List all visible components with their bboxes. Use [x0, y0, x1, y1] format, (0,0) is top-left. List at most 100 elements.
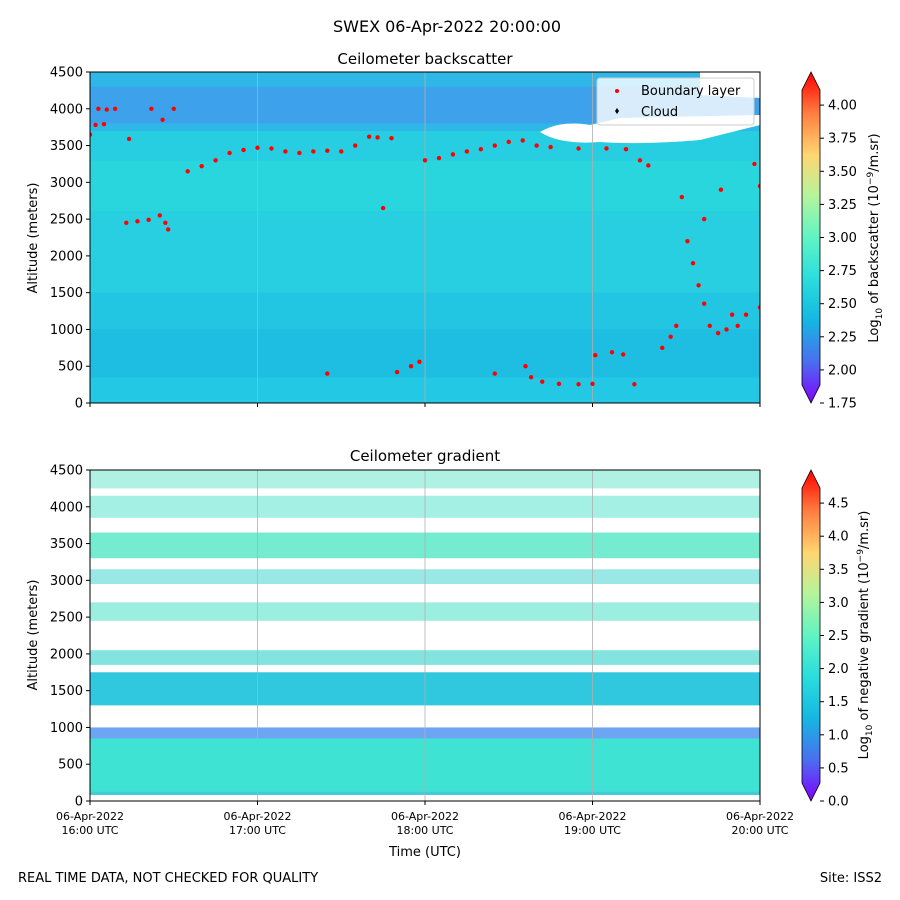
boundary-layer-point [389, 136, 394, 141]
colorbar-tick-label: 2.50 [828, 297, 857, 312]
x-tick-label: 06-Apr-2022 [558, 810, 626, 823]
boundary-layer-point [380, 205, 386, 211]
y-tick-label: 3500 [50, 139, 83, 154]
legend-label-boundary-layer: Boundary layer [641, 84, 741, 99]
gradient-panel: Ceilometer gradient 0 500 1000 1500 2000 2500… [26, 447, 875, 860]
backscatter-x-gridlines [257, 72, 593, 403]
quality-disclaimer: REAL TIME DATA, NOT CHECKED FOR QUALITY [18, 871, 318, 886]
y-tick-label: 2000 [50, 647, 83, 662]
boundary-layer-point [93, 122, 98, 128]
boundary-layer-point [752, 161, 757, 167]
boundary-layer-point [124, 220, 129, 225]
backscatter-colorbar-label: Log10 of backscatter (10−9/m.sr) [866, 133, 885, 342]
x-tick-label: 20:00 UTC [731, 824, 788, 837]
legend-box [596, 77, 755, 126]
boundary-layer-series [90, 106, 760, 387]
backscatter-title: Ceilometer backscatter [337, 50, 513, 68]
boundary-layer-point [556, 381, 562, 387]
boundary-layer-point [696, 283, 701, 288]
boundary-layer-point [185, 169, 190, 174]
boundary-layer-point [701, 216, 707, 222]
y-tick-label: 500 [58, 758, 83, 773]
y-tick-label: 4000 [50, 102, 83, 117]
colorbar-tick-label: 3.5 [828, 563, 849, 578]
boundary-layer-point [729, 312, 735, 317]
boundary-layer-point [112, 106, 118, 111]
y-tick-label: 1000 [50, 721, 83, 736]
y-tick-label: 4500 [50, 464, 83, 479]
backscatter-colorbar-ticks: 1.75 2.00 2.25 2.50 2.75 3.00 3.25 3.50 3.75 4.00 [820, 99, 857, 412]
boundary-layer-point [660, 345, 665, 351]
boundary-layer-point [609, 350, 615, 355]
colorbar-tick-label: 2.25 [828, 330, 857, 345]
colorbar-tick-label: 3.50 [828, 165, 857, 180]
x-tick-label: 06-Apr-2022 [391, 810, 459, 823]
gradient-x-axis-label: Time (UTC) [388, 845, 461, 860]
boundary-layer-point [464, 149, 470, 154]
boundary-layer-point [366, 134, 372, 139]
y-tick-label: 0 [75, 397, 83, 412]
x-tick-label: 06-Apr-2022 [726, 810, 794, 823]
colorbar-tick-label: 2.00 [828, 363, 857, 378]
backscatter-colorbar: 1.75 2.00 2.25 2.50 2.75 3.00 3.25 3.50 3.75 4.00… [801, 71, 885, 412]
colorbar-tick-label: 3.0 [828, 596, 849, 611]
boundary-layer-point [492, 143, 497, 148]
x-tick-label: 17:00 UTC [229, 824, 286, 837]
boundary-layer-point [718, 187, 724, 192]
gradient-y-axis-label: Altitude (meters) [26, 580, 41, 691]
boundary-layer-point [668, 334, 673, 339]
boundary-layer-point [255, 145, 260, 150]
boundary-layer-point [199, 163, 204, 169]
boundary-layer-point [540, 379, 545, 384]
boundary-layer-point [679, 194, 685, 200]
backscatter-panel: Ceilometer backscatter 0 500 1000 1500 2000 2… [26, 50, 885, 412]
boundary-layer-point [548, 144, 553, 150]
y-tick-label: 4000 [50, 500, 83, 515]
boundary-layer-point [422, 158, 428, 163]
legend-marker-boundary-layer [615, 89, 619, 93]
boundary-layer-point [227, 150, 232, 156]
colorbar-tick-label: 1.75 [828, 397, 857, 412]
boundary-layer-point [101, 122, 107, 127]
boundary-layer-point [637, 158, 643, 163]
boundary-layer-point [408, 364, 414, 369]
boundary-layer-point [674, 323, 679, 328]
boundary-layer-point [149, 106, 154, 111]
legend-label-cloud: Cloud [641, 105, 678, 120]
y-tick-label: 500 [58, 360, 83, 375]
boundary-layer-point [325, 148, 330, 153]
y-tick-label: 1500 [50, 286, 83, 301]
boundary-layer-point [757, 183, 760, 189]
boundary-layer-point [523, 364, 528, 369]
y-tick-label: 3500 [50, 537, 83, 552]
boundary-layer-point [707, 323, 712, 328]
boundary-layer-point [90, 132, 93, 137]
boundary-layer-point [690, 261, 696, 266]
boundary-layer-point [576, 382, 581, 387]
y-tick-label: 2000 [50, 249, 83, 264]
legend: Boundary layer Cloud [596, 77, 755, 126]
y-tick-label: 1500 [50, 684, 83, 699]
boundary-layer-point [701, 301, 707, 306]
boundary-layer-point [590, 381, 595, 387]
boundary-layer-point [520, 138, 525, 143]
boundary-layer-point [506, 139, 511, 145]
y-tick-label: 3000 [50, 176, 83, 191]
backscatter-colorbar-body [801, 71, 821, 404]
site-label: Site: ISS2 [820, 871, 882, 886]
colorbar-tick-label: 2.0 [828, 662, 849, 677]
boundary-layer-point [126, 136, 132, 142]
boundary-layer-point [146, 217, 151, 223]
gradient-colorbar-body [801, 469, 821, 802]
boundary-layer-point [478, 147, 484, 152]
colorbar-tick-label: 4.00 [828, 99, 857, 114]
boundary-layer-point [165, 227, 171, 232]
colorbar-tick-label: 4.0 [828, 530, 849, 545]
y-tick-label: 4500 [50, 66, 83, 81]
backscatter-x-axis [89, 403, 761, 407]
y-tick-label: 3000 [50, 574, 83, 589]
gradient-y-axis: 0 500 1000 1500 2000 2500 3000 3500 4000 4500 [50, 464, 90, 810]
boundary-layer-point [715, 330, 721, 336]
colorbar-tick-label: 2.5 [828, 629, 849, 644]
